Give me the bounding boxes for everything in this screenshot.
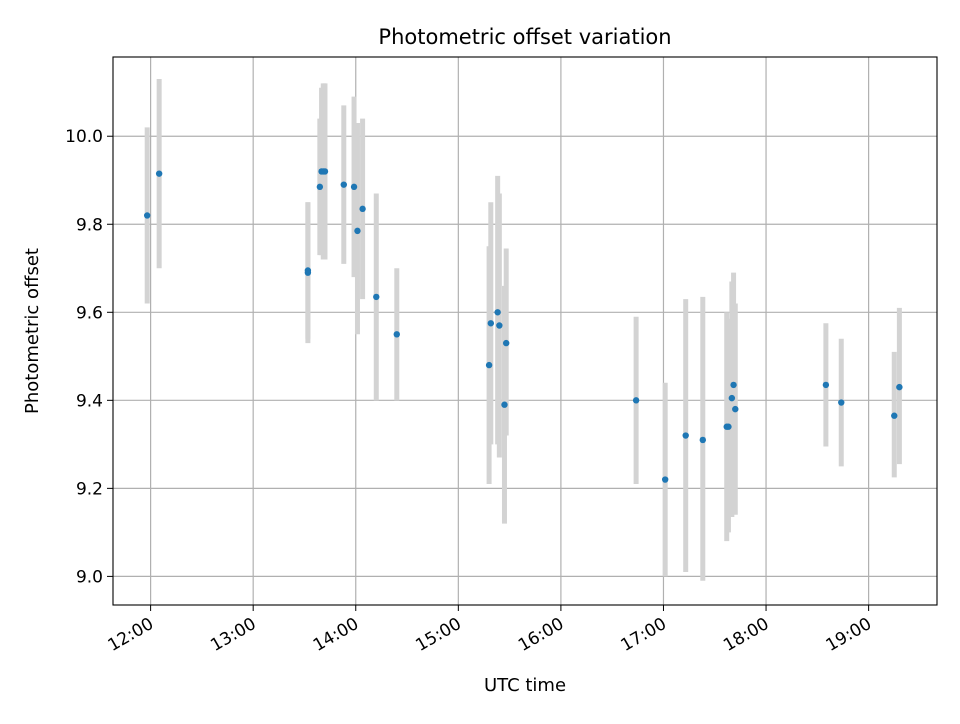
data-point bbox=[682, 432, 689, 439]
y-tick-label: 9.4 bbox=[76, 391, 103, 411]
data-point bbox=[485, 361, 493, 369]
x-tick-label: 17:00 bbox=[618, 614, 670, 656]
data-point bbox=[838, 399, 845, 406]
data-point bbox=[373, 293, 380, 301]
data-point bbox=[896, 383, 903, 391]
data-point bbox=[730, 381, 737, 389]
point-layer bbox=[143, 168, 903, 483]
x-tick-label: 18:00 bbox=[720, 614, 772, 656]
y-tick-label: 9.6 bbox=[76, 303, 103, 323]
chart-title: Photometric offset variation bbox=[378, 25, 671, 49]
data-point bbox=[340, 181, 347, 188]
data-point bbox=[487, 320, 495, 327]
y-tick-label: 9.8 bbox=[76, 215, 103, 235]
y-axis-ticks: 9.0 9.2 9.4 9.6 9.8 10.0 bbox=[65, 127, 113, 587]
data-point bbox=[496, 322, 503, 329]
y-tick-label: 9.2 bbox=[76, 479, 103, 499]
data-point bbox=[502, 339, 510, 347]
data-point bbox=[501, 401, 508, 408]
data-point bbox=[494, 309, 501, 316]
x-axis-ticks: 12:00 13:00 14:00 15:00 16:00 17:00 18:00 19:00 bbox=[105, 605, 875, 656]
data-point bbox=[632, 397, 640, 404]
data-point bbox=[393, 331, 400, 338]
y-tick-label: 10.0 bbox=[65, 127, 103, 147]
data-point bbox=[725, 423, 732, 430]
x-tick-label: 19:00 bbox=[823, 614, 875, 656]
data-point bbox=[661, 476, 669, 483]
data-point bbox=[728, 394, 736, 402]
data-point bbox=[155, 170, 163, 177]
x-tick-label: 16:00 bbox=[515, 614, 567, 656]
x-tick-label: 12:00 bbox=[105, 614, 157, 656]
y-tick-label: 9.0 bbox=[76, 567, 103, 587]
data-point bbox=[699, 436, 706, 444]
x-tick-label: 15:00 bbox=[412, 614, 464, 656]
data-point bbox=[321, 168, 329, 175]
x-tick-label: 13:00 bbox=[207, 614, 259, 656]
x-axis-label: UTC time bbox=[484, 675, 566, 696]
data-point bbox=[316, 183, 324, 191]
plot-frame bbox=[112, 56, 938, 606]
data-point bbox=[822, 381, 830, 389]
data-point bbox=[143, 212, 151, 219]
data-point bbox=[354, 227, 361, 235]
errorbar-layer bbox=[144, 79, 902, 581]
grid-layer bbox=[113, 57, 937, 605]
data-point bbox=[732, 405, 739, 413]
x-tick-label: 14:00 bbox=[310, 614, 362, 656]
y-axis-label: Photometric offset bbox=[22, 248, 43, 414]
data-point bbox=[304, 267, 312, 274]
data-point bbox=[350, 183, 358, 191]
data-point bbox=[891, 412, 898, 419]
data-point bbox=[359, 205, 366, 213]
